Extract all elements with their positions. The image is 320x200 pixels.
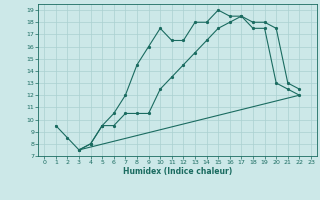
X-axis label: Humidex (Indice chaleur): Humidex (Indice chaleur) [123,167,232,176]
